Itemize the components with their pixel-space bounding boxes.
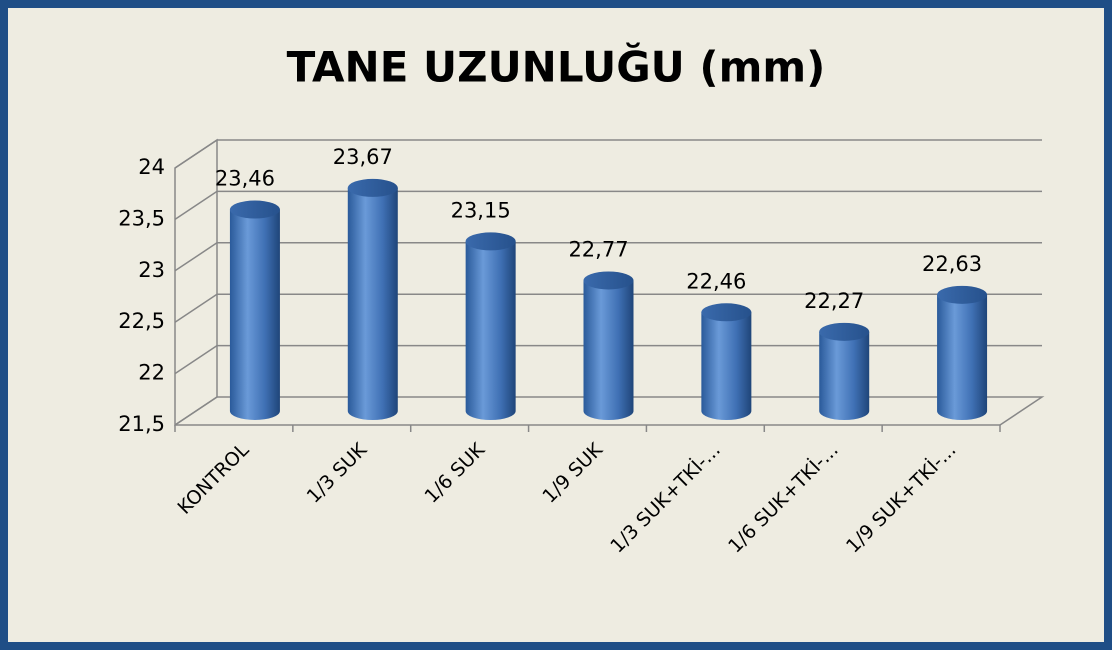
grid-line	[174, 344, 1042, 375]
bar-top	[347, 178, 398, 197]
bar-body	[937, 294, 988, 420]
bar-top	[583, 271, 634, 290]
bar	[465, 232, 516, 420]
data-label: 22,77	[568, 237, 628, 261]
y-tick-label: 22,5	[118, 309, 165, 333]
bar-body	[819, 331, 870, 420]
y-tick-label: 23	[138, 258, 165, 282]
y-tick-label: 22	[138, 361, 165, 385]
bar-body	[229, 209, 280, 420]
grid-line	[174, 139, 1042, 169]
data-label: 23,15	[451, 198, 511, 222]
bar	[819, 322, 870, 420]
data-label: 22,27	[804, 289, 864, 313]
bar	[937, 285, 988, 420]
bar-body	[583, 280, 634, 420]
bar-top	[465, 232, 516, 251]
y-tick-label: 21,5	[118, 412, 165, 436]
data-label: 23,46	[215, 167, 275, 191]
data-label: 22,63	[922, 252, 982, 276]
data-label: 23,67	[333, 145, 393, 169]
bar-body	[465, 241, 516, 420]
bar-body	[701, 312, 752, 420]
y-tick-label: 23,5	[118, 206, 165, 230]
bar-top	[819, 322, 870, 341]
bar-top	[229, 200, 280, 219]
grid-line	[174, 242, 1042, 272]
bar	[701, 303, 752, 420]
chart-title: TANE UZUNLUĞU (mm)	[287, 42, 826, 92]
bar	[229, 200, 280, 420]
grid-line	[174, 190, 1042, 221]
data-label: 22,46	[686, 269, 746, 293]
y-tick-label: 24	[138, 155, 165, 179]
bar-top	[937, 285, 988, 304]
bar-top	[701, 303, 752, 322]
grid-line	[174, 293, 1042, 323]
bar	[583, 271, 634, 420]
bar	[347, 178, 398, 420]
bar-body	[347, 187, 398, 420]
